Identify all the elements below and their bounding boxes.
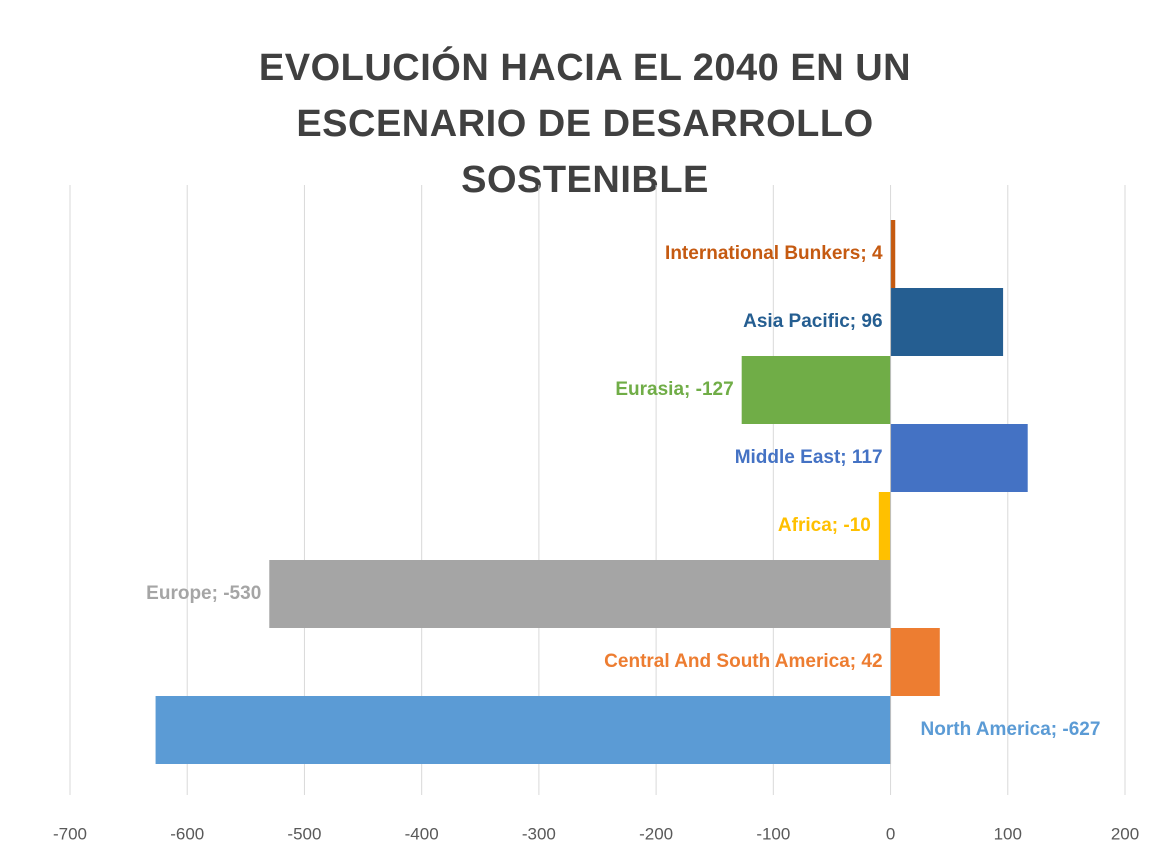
x-tick-label: -500: [287, 824, 321, 843]
x-tick-label: -300: [522, 824, 556, 843]
x-tick-label: 100: [994, 824, 1022, 843]
bar: [155, 696, 891, 764]
x-tick-label: -100: [756, 824, 790, 843]
bar: [741, 356, 891, 424]
data-label: Asia Pacific; 96: [743, 311, 882, 332]
data-label: Central And South America; 42: [604, 651, 882, 672]
x-tick-label: 0: [886, 824, 895, 843]
x-tick-label: 200: [1111, 824, 1139, 843]
bar: [878, 492, 891, 560]
data-label: International Bunkers; 4: [665, 243, 883, 264]
data-label: Africa; -10: [778, 515, 871, 536]
x-tick-label: -400: [405, 824, 439, 843]
data-label: Europe; -530: [146, 583, 261, 604]
data-label: North America; -627: [921, 719, 1101, 740]
x-tick-label: -700: [53, 824, 87, 843]
data-label: Middle East; 117: [735, 447, 883, 468]
bar: [269, 560, 891, 628]
x-tick-label: -600: [170, 824, 204, 843]
bar: [890, 288, 1004, 356]
data-label: Eurasia; -127: [615, 379, 733, 400]
x-tick-label: -200: [639, 824, 673, 843]
bar: [890, 220, 896, 288]
bar: [890, 628, 940, 696]
chart-title: EVOLUCIÓN HACIA EL 2040 EN UN ESCENARIO …: [258, 47, 912, 201]
bar: [890, 424, 1028, 492]
